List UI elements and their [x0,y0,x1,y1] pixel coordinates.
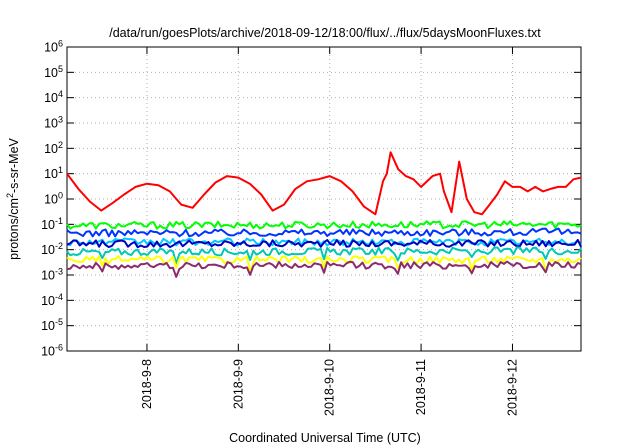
series-line-5 [66,238,582,249]
y-tick-label: 102 [44,140,63,156]
series-line-1 [66,151,582,216]
y-tick-label: 104 [44,89,63,105]
y-tick-base: 10 [44,91,58,105]
y-tick-exp: 1 [58,165,63,175]
y-tick-exp: 5 [58,64,63,74]
x-tick-label: 2018-9-12 [505,359,519,416]
y-tick-label: 100 [44,191,63,207]
y-tick-base: 10 [44,117,58,131]
x-tick-label: 2018-9-8 [140,359,154,409]
y-tick-exp: 4 [58,89,63,99]
y-tick-base: 10 [41,243,55,257]
y-tick-base: 10 [41,294,55,308]
y-tick-label: 10-4 [41,292,63,308]
series-line-8 [66,260,582,278]
ylabel-exp: 2 [5,193,15,198]
y-tick-base: 10 [44,142,58,156]
y-tick-label: 101 [44,165,63,181]
y-tick-base: 10 [41,269,55,283]
y-axis-label: protons/cm2-s-sr-MeV [5,137,21,259]
x-tick-label: 2018-9-10 [323,359,337,416]
y-tick-base: 10 [41,345,55,359]
y-tick-exp: 3 [58,115,63,125]
y-tick-label: 105 [44,64,63,80]
series-line-3 [66,227,582,238]
y-tick-label: 10-3 [41,267,63,283]
series-line-2 [66,220,582,230]
y-tick-label: 106 [44,39,63,55]
y-tick-exp: -6 [55,343,63,353]
y-tick-exp: -1 [55,216,63,226]
series-group [66,151,582,278]
y-tick-base: 10 [41,218,55,232]
y-tick-base: 10 [41,319,55,333]
y-tick-exp: -3 [55,267,63,277]
series-line-6 [66,246,582,265]
x-axis-ticks: 2018-9-8 2018-9-9 2018-9-10 2018-9-11 2018-9… [140,47,519,416]
y-tick-base: 10 [44,66,58,80]
y-tick-label: 103 [44,115,63,131]
y-tick-exp: 0 [58,191,63,201]
y-tick-exp: 2 [58,140,63,150]
series-line-7 [66,255,582,274]
x-tick-label: 2018-9-9 [231,359,245,409]
y-tick-exp: -4 [55,292,63,302]
chart-title: /data/run/goesPlots/archive/2018-09-12/1… [109,26,541,40]
y-tick-base: 10 [44,41,58,55]
y-tick-base: 10 [44,167,58,181]
grid-lines [67,47,581,351]
x-tick-label: 2018-9-11 [414,359,428,415]
y-tick-exp: 6 [58,39,63,49]
y-tick-label: 10-5 [41,317,63,333]
ylabel-part-2: -s-sr-MeV [7,137,21,193]
ylabel-part-1: protons/cm [7,198,21,260]
series-line-4 [66,237,582,247]
y-tick-exp: -2 [55,241,63,251]
x-axis-label: Coordinated Universal Time (UTC) [229,431,421,445]
y-tick-label: 10-6 [41,343,63,359]
y-tick-exp: -5 [55,317,63,327]
y-axis-ticks: 10-610-510-410-310-210-11001011021031041… [41,39,581,359]
y-tick-base: 10 [44,193,58,207]
y-tick-label: 10-1 [41,216,63,232]
y-tick-label: 10-2 [41,241,63,257]
